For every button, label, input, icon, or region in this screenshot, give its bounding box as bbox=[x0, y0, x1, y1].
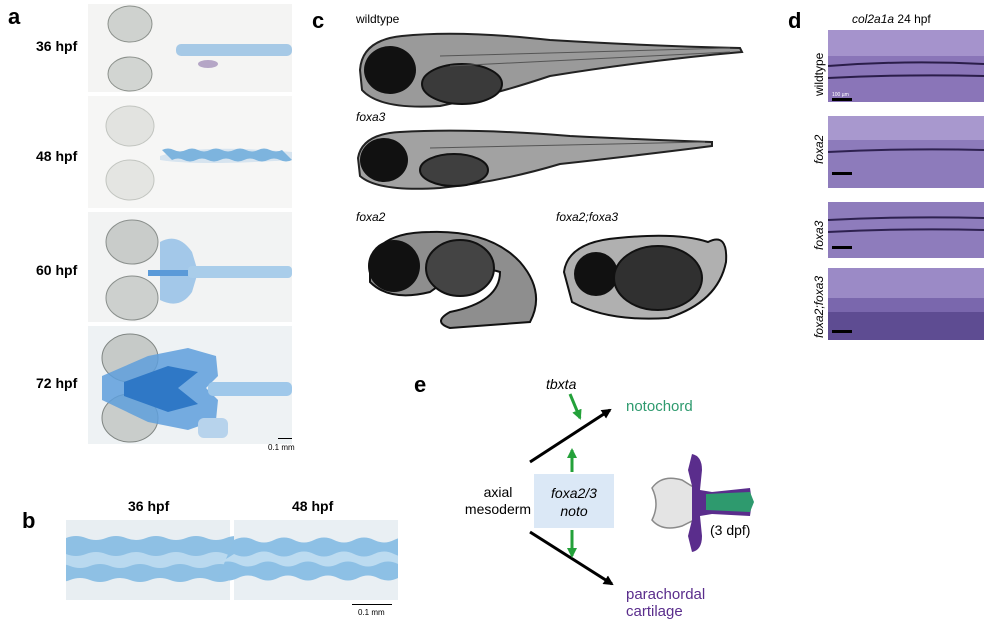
notochord-label: notochord bbox=[626, 398, 693, 415]
panel-d-label-foxa3: foxa3 bbox=[812, 220, 826, 250]
larva-foxa2-foxa3 bbox=[562, 234, 728, 320]
panel-d-in-situ-images bbox=[828, 30, 984, 340]
larva-wildtype bbox=[358, 32, 744, 108]
parachordal-line1: parachordal bbox=[626, 586, 706, 603]
panel-b-micrographs bbox=[66, 520, 398, 600]
panel-c-larvae bbox=[356, 32, 744, 330]
micrograph-60hpf bbox=[88, 212, 292, 322]
panel-a-scale-bar bbox=[278, 438, 292, 439]
axial-mesoderm-label: axial mesoderm bbox=[458, 484, 538, 518]
micrograph-36hpf bbox=[88, 4, 292, 92]
panel-c-label-foxa2-foxa3: foxa2;foxa3 bbox=[556, 210, 619, 224]
cartilage-schematic bbox=[651, 454, 754, 552]
micrograph-72hpf bbox=[88, 326, 292, 444]
panel-b-letter: b bbox=[22, 508, 36, 533]
box-label-line1: foxa2/3 bbox=[551, 485, 597, 501]
in-situ-wildtype bbox=[828, 30, 984, 102]
panel-b-scale-bar bbox=[352, 604, 392, 605]
panel-a-micrographs bbox=[88, 4, 292, 444]
panel-e-diagram bbox=[529, 393, 754, 586]
panel-b-scale-label: 0.1 mm bbox=[358, 608, 385, 617]
panel-b-stage-36hpf: 36 hpf bbox=[128, 498, 170, 514]
panel-d-scale-label: 100 µm bbox=[832, 92, 849, 98]
stage-label-72hpf: 72 hpf bbox=[36, 375, 78, 391]
parachordal-cartilage-label: parachordal cartilage bbox=[626, 586, 705, 620]
panel-d-label-wildtype: wildtype bbox=[812, 52, 826, 96]
micrograph-b-36hpf bbox=[66, 520, 246, 600]
in-situ-foxa3 bbox=[828, 202, 984, 258]
axial-label-line2: mesoderm bbox=[464, 501, 532, 517]
panel-e-letter: e bbox=[414, 372, 427, 397]
arrow-to-notochord bbox=[529, 408, 612, 464]
panel-a-letter: a bbox=[8, 4, 21, 29]
tbxta-label: tbxta bbox=[546, 376, 577, 392]
axial-label-line1: axial bbox=[483, 484, 513, 500]
stage-label-48hpf: 48 hpf bbox=[36, 148, 78, 164]
box-label-line2: noto bbox=[560, 503, 588, 519]
arrow-tbxta-to-notochord bbox=[568, 393, 582, 420]
parachordal-line2: cartilage bbox=[626, 603, 683, 620]
panel-c-label-wildtype: wildtype bbox=[356, 12, 400, 26]
panel-b-stage-48hpf: 48 hpf bbox=[292, 498, 334, 514]
stage-label-60hpf: 60 hpf bbox=[36, 262, 78, 278]
foxa2-noto-box-label: foxa2/3 noto bbox=[534, 484, 614, 520]
stage-label-36hpf: 36 hpf bbox=[36, 38, 78, 54]
panel-d-letter: d bbox=[788, 8, 802, 33]
larva-foxa2 bbox=[368, 230, 537, 330]
panel-d-label-foxa2-foxa3: foxa2;foxa3 bbox=[812, 275, 826, 338]
panel-d-title-stage: 24 hpf bbox=[897, 12, 931, 26]
micrograph-48hpf bbox=[88, 96, 292, 208]
panel-c-letter: c bbox=[312, 8, 325, 33]
foxa2-noto-box bbox=[534, 474, 614, 528]
panel-c-label-foxa3: foxa3 bbox=[356, 110, 386, 124]
panel-d-title-gene: col2a1a bbox=[852, 12, 895, 26]
panel-c-label-foxa2: foxa2 bbox=[356, 210, 386, 224]
larva-foxa3 bbox=[356, 129, 713, 190]
in-situ-foxa2-foxa3 bbox=[828, 268, 984, 340]
panel-d-title: col2a1a 24 hpf bbox=[852, 12, 931, 26]
micrograph-b-48hpf bbox=[218, 520, 398, 600]
panel-d-label-foxa2: foxa2 bbox=[812, 134, 826, 164]
stage-3dpf-label: (3 dpf) bbox=[710, 522, 751, 538]
arrow-to-parachordal bbox=[529, 530, 614, 586]
panel-a-scale-label: 0.1 mm bbox=[268, 443, 295, 452]
in-situ-foxa2 bbox=[828, 116, 984, 188]
